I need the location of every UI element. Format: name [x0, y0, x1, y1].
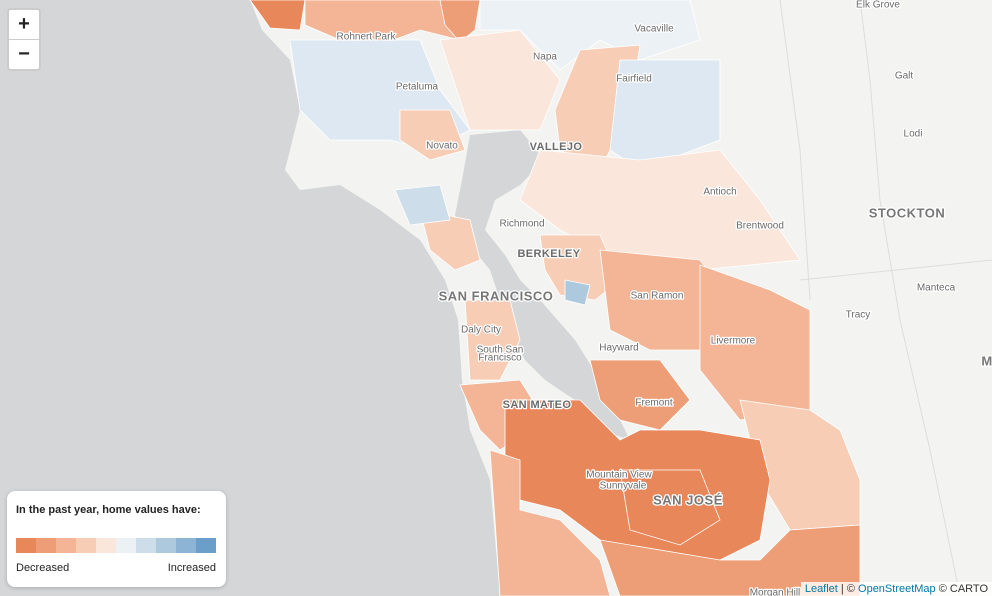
legend-swatch [196, 538, 216, 553]
place-label: VALLEJO [530, 141, 583, 153]
ocean [0, 0, 500, 596]
place-label: Novato [426, 141, 458, 152]
place-label: Fremont [635, 398, 672, 409]
legend-low-label: Decreased [16, 562, 70, 574]
legend-swatch [36, 538, 56, 553]
place-label: South San [477, 345, 524, 356]
regions [249, 0, 861, 596]
legend-swatches [16, 538, 216, 553]
place-label: SAN MATEO [503, 399, 572, 411]
place-label: Francisco [478, 353, 522, 364]
place-label: Sunnyvale [600, 481, 647, 492]
place-label: Brentwood [736, 221, 784, 232]
attribution: Leaflet | © OpenStreetMap © CARTO [800, 582, 992, 596]
attribution-separator: | © [840, 583, 855, 595]
zoom-in-button[interactable]: + [18, 13, 30, 35]
place-label: Vacaville [634, 24, 674, 35]
legend-swatch [136, 538, 156, 553]
place-label: Hayward [599, 343, 638, 354]
place-label: Tracy [846, 310, 871, 321]
place-label: SAN FRANCISCO [439, 288, 554, 303]
bay [455, 130, 630, 440]
place-label: Fairfield [616, 74, 652, 85]
legend-title: In the past year, home values have: [16, 504, 201, 516]
roads [779, 0, 992, 596]
place-label: Lodi [904, 129, 923, 140]
zoom-out-button[interactable]: − [9, 39, 39, 69]
place-label: SAN JOSÉ [653, 492, 723, 507]
place-labels: Elk Grove Vacaville Rohnert Park Napa Fairfi… [335, 0, 992, 596]
place-label: Mountain View [586, 470, 652, 481]
osm-link[interactable]: OpenStreetMap [858, 583, 936, 595]
place-label: Rohnert Park [337, 32, 397, 43]
place-label: BERKELEY [517, 248, 580, 260]
legend-swatch [76, 538, 96, 553]
place-label: Elk Grove [856, 0, 900, 11]
legend: In the past year, home values have: Decr… [7, 491, 226, 587]
legend-swatch [96, 538, 116, 553]
place-label: Galt [895, 71, 914, 82]
place-label: Morgan Hill [750, 588, 801, 596]
zoom-control: + − [7, 8, 41, 71]
place-label: M [981, 353, 992, 368]
place-label: STOCKTON [869, 205, 945, 220]
place-label: Petaluma [396, 82, 439, 93]
place-label: Napa [533, 52, 557, 63]
legend-high-label: Increased [167, 562, 216, 574]
place-label: Daly City [461, 325, 501, 336]
leaflet-link[interactable]: Leaflet [804, 583, 838, 595]
legend-swatch [16, 538, 36, 553]
place-label: Richmond [499, 219, 544, 230]
legend-swatch [176, 538, 196, 553]
carto-attribution[interactable]: © CARTO [938, 583, 988, 595]
place-label: Antioch [703, 187, 736, 198]
legend-swatch [56, 538, 76, 553]
place-label: San Ramon [631, 291, 684, 302]
legend-swatch [116, 538, 136, 553]
place-label: Livermore [711, 336, 756, 347]
legend-swatch [156, 538, 176, 553]
place-label: Manteca [917, 283, 956, 294]
